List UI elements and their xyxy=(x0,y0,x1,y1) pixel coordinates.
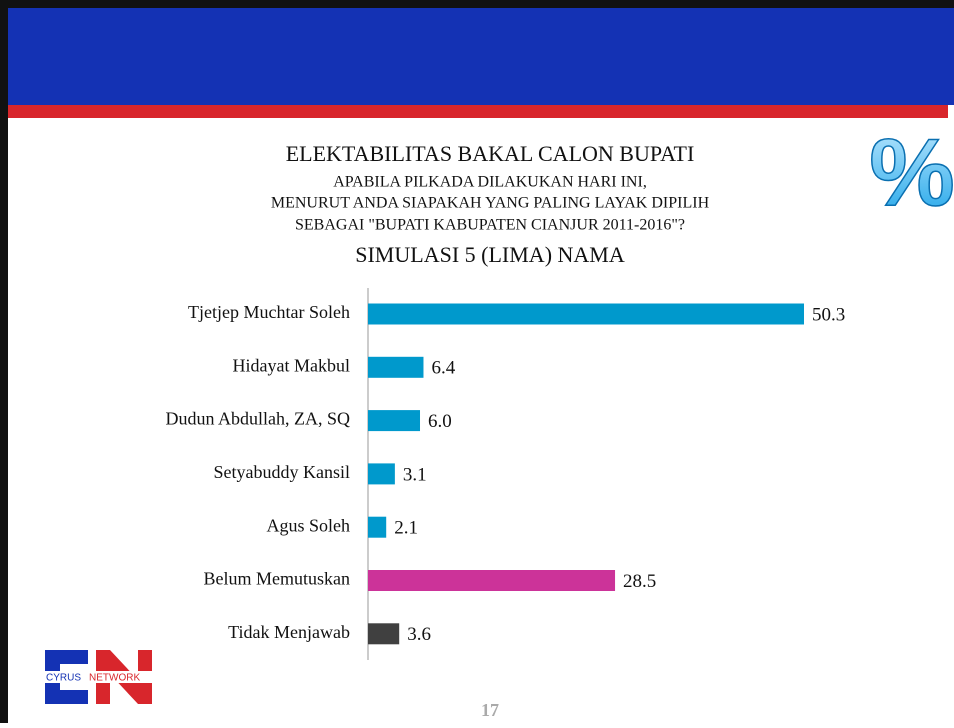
value-label: 3.1 xyxy=(403,464,427,485)
category-label: Tjetjep Muchtar Soleh xyxy=(188,302,350,322)
value-label: 28.5 xyxy=(623,571,656,592)
bar xyxy=(368,623,400,645)
bar xyxy=(368,516,387,538)
logo-text: NETWORK xyxy=(89,673,140,684)
bar xyxy=(368,303,804,325)
logo-band xyxy=(44,671,154,683)
bar xyxy=(368,410,421,432)
value-label: 3.6 xyxy=(407,624,431,645)
category-label: Hidayat Makbul xyxy=(233,355,350,375)
chart-subtitle: APABILA PILKADA DILAKUKAN HARI INI, xyxy=(333,174,647,191)
category-label: Tidak Menjawab xyxy=(228,622,350,642)
category-label: Dudun Abdullah, ZA, SQ xyxy=(166,409,351,429)
chart-title: ELEKTABILITAS BAKAL CALON BUPATI xyxy=(286,141,695,166)
logo-text: CYRUS xyxy=(46,673,81,684)
value-label: 50.3 xyxy=(812,304,845,325)
bar xyxy=(368,570,616,591)
top-border xyxy=(0,0,954,8)
value-label: 2.1 xyxy=(394,518,418,539)
percent-sign: % xyxy=(869,119,954,226)
header-stripe xyxy=(8,105,948,118)
bar xyxy=(368,356,424,378)
chart-subtitle: SIMULASI 5 (LIMA) NAMA xyxy=(355,242,625,267)
category-label: Setyabuddy Kansil xyxy=(214,462,351,482)
chart-subtitle: MENURUT ANDA SIAPAKAH YANG PALING LAYAK … xyxy=(271,195,710,212)
logo: CYRUS NETWORK xyxy=(44,650,154,704)
category-label: Agus Soleh xyxy=(266,515,350,535)
chart-subtitle: SEBAGAI "BUPATI KABUPATEN CIANJUR 2011-2… xyxy=(295,217,685,234)
value-label: 6.0 xyxy=(428,411,452,432)
page-number: 17 xyxy=(481,700,499,720)
category-label: Belum Memutuskan xyxy=(204,569,351,589)
value-label: 6.4 xyxy=(431,358,455,379)
left-border xyxy=(0,0,8,723)
bar xyxy=(368,463,395,485)
logo-c xyxy=(45,650,88,704)
header-band xyxy=(8,8,954,105)
